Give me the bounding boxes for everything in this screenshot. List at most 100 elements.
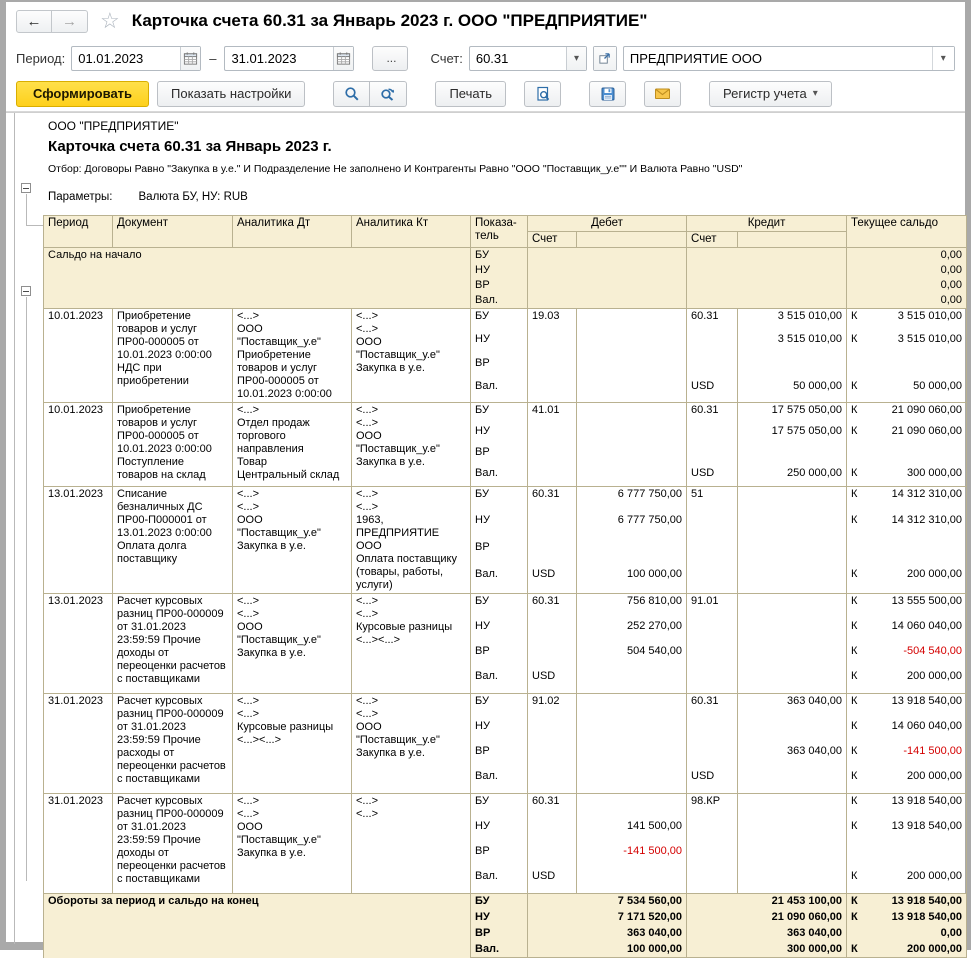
- cell-document[interactable]: Приобретение товаров и услуг ПР00-000005…: [113, 309, 233, 403]
- indicator-cell[interactable]: Вал.: [471, 869, 528, 894]
- back-button[interactable]: ←: [16, 10, 52, 33]
- indicator-cell[interactable]: Вал.: [471, 379, 528, 403]
- cell-saldo[interactable]: К200 000,00: [847, 567, 967, 594]
- cell-debit-account[interactable]: USD: [528, 669, 577, 694]
- cell-analytics-dt[interactable]: <...> <...> ООО "Поставщик_у.е" Закупка …: [233, 594, 352, 694]
- cell-analytics-dt[interactable]: <...> <...> ООО "Поставщик_у.е" Закупка …: [233, 794, 352, 894]
- cell-period[interactable]: 10.01.2023: [44, 309, 113, 403]
- cell-credit-amount[interactable]: [738, 513, 847, 540]
- cell-credit-account[interactable]: 60.31: [687, 694, 738, 719]
- cell-debit-account[interactable]: 41.01: [528, 403, 577, 424]
- indicator-cell[interactable]: ВР: [471, 644, 528, 669]
- indicator-cell[interactable]: БУ: [471, 594, 528, 619]
- cell-saldo[interactable]: К-141 500,00: [847, 744, 967, 769]
- cell-debit-account[interactable]: [528, 819, 577, 844]
- cell-credit-amount[interactable]: [738, 844, 847, 869]
- cell-debit-amount[interactable]: [577, 424, 687, 445]
- cell-debit-amount[interactable]: 756 810,00: [577, 594, 687, 619]
- print-button[interactable]: Печать: [435, 81, 506, 107]
- cell-saldo[interactable]: [847, 540, 967, 567]
- cell-saldo[interactable]: [847, 844, 967, 869]
- cell-saldo[interactable]: К3 515 010,00: [847, 332, 967, 356]
- cell-saldo[interactable]: [847, 445, 967, 466]
- cell-credit-amount[interactable]: [738, 819, 847, 844]
- cell-credit-account[interactable]: 60.31: [687, 309, 738, 333]
- cell-credit-amount[interactable]: [738, 869, 847, 894]
- cell-debit-account[interactable]: 91.02: [528, 694, 577, 719]
- cell-debit-account[interactable]: [528, 332, 577, 356]
- cell-debit-account[interactable]: [528, 769, 577, 794]
- indicator-cell[interactable]: НУ: [471, 513, 528, 540]
- cell-credit-account[interactable]: USD: [687, 379, 738, 403]
- cell-document[interactable]: Расчет курсовых разниц ПР00-000009 от 31…: [113, 594, 233, 694]
- period-more-button[interactable]: ...: [372, 46, 408, 71]
- totals-saldo-cell[interactable]: К13 918 540,00: [847, 910, 967, 926]
- cell-debit-account[interactable]: 19.03: [528, 309, 577, 333]
- cell-debit-account[interactable]: [528, 424, 577, 445]
- indicator-cell[interactable]: Вал.: [471, 567, 528, 594]
- cell-analytics-kt[interactable]: <...> <...> ООО "Поставщик_у.е" Закупка …: [352, 309, 471, 403]
- cell-debit-amount[interactable]: 100 000,00: [577, 567, 687, 594]
- cell-debit-account[interactable]: [528, 356, 577, 380]
- indicator-cell[interactable]: ВР: [471, 744, 528, 769]
- indicator-cell[interactable]: ВР: [471, 926, 528, 942]
- indicator-cell[interactable]: ВР: [471, 540, 528, 567]
- cell-credit-amount[interactable]: [738, 669, 847, 694]
- cell-credit-amount[interactable]: [738, 769, 847, 794]
- cell-debit-amount[interactable]: [577, 466, 687, 487]
- indicator-cell[interactable]: НУ: [471, 819, 528, 844]
- cell-credit-account[interactable]: 51: [687, 487, 738, 514]
- cell-debit-amount[interactable]: [577, 794, 687, 819]
- cell-debit-amount[interactable]: [577, 769, 687, 794]
- cell-credit-account[interactable]: [687, 424, 738, 445]
- cell-saldo[interactable]: К200 000,00: [847, 869, 967, 894]
- totals-saldo-cell[interactable]: 0,00: [847, 926, 967, 942]
- cell-analytics-kt[interactable]: <...> <...> ООО "Поставщик_у.е" Закупка …: [352, 403, 471, 487]
- cell-saldo[interactable]: К13 918 540,00: [847, 694, 967, 719]
- cell-saldo[interactable]: К-504 540,00: [847, 644, 967, 669]
- cell-credit-amount[interactable]: [738, 356, 847, 380]
- opening-credit-cell[interactable]: [687, 248, 847, 309]
- cell-debit-account[interactable]: 60.31: [528, 594, 577, 619]
- calendar-button[interactable]: [180, 47, 200, 70]
- cell-debit-amount[interactable]: [577, 309, 687, 333]
- cell-credit-amount[interactable]: 17 575 050,00: [738, 403, 847, 424]
- indicator-cell[interactable]: Вал.: [471, 669, 528, 694]
- totals-debit-amount[interactable]: 363 040,00: [528, 926, 687, 942]
- cell-saldo[interactable]: К21 090 060,00: [847, 403, 967, 424]
- totals-debit-amount[interactable]: 7 534 560,00: [528, 894, 687, 910]
- cell-analytics-kt[interactable]: <...> <...> 1963, ПРЕДПРИЯТИЕ ООО Оплата…: [352, 487, 471, 594]
- cell-saldo[interactable]: [847, 356, 967, 380]
- cell-debit-amount[interactable]: [577, 445, 687, 466]
- cell-debit-account[interactable]: [528, 844, 577, 869]
- cell-credit-account[interactable]: [687, 719, 738, 744]
- indicator-cell[interactable]: НУ: [471, 910, 528, 926]
- indicator-cell[interactable]: Вал.: [471, 769, 528, 794]
- opening-balance-label[interactable]: Сальдо на начало: [44, 248, 471, 309]
- cell-debit-account[interactable]: [528, 513, 577, 540]
- cell-credit-amount[interactable]: 3 515 010,00: [738, 332, 847, 356]
- indicator-cell[interactable]: БУ: [471, 794, 528, 819]
- totals-credit-amount[interactable]: 363 040,00: [687, 926, 847, 942]
- cell-credit-amount[interactable]: [738, 794, 847, 819]
- cell-credit-amount[interactable]: 17 575 050,00: [738, 424, 847, 445]
- totals-saldo-cell[interactable]: К13 918 540,00: [847, 894, 967, 910]
- cell-saldo[interactable]: К14 312 310,00: [847, 513, 967, 540]
- cell-analytics-kt[interactable]: <...> <...> Курсовые разницы <...><...>: [352, 594, 471, 694]
- indicator-cell[interactable]: ВР: [471, 356, 528, 380]
- cell-document[interactable]: Приобретение товаров и услуг ПР00-000005…: [113, 403, 233, 487]
- search-button[interactable]: [333, 81, 370, 107]
- indicator-cell[interactable]: ВР: [471, 844, 528, 869]
- cell-credit-amount[interactable]: [738, 594, 847, 619]
- opening-debit-cell[interactable]: [528, 248, 687, 309]
- cell-saldo[interactable]: К14 060 040,00: [847, 619, 967, 644]
- cell-credit-amount[interactable]: [738, 719, 847, 744]
- cell-credit-account[interactable]: 98.КР: [687, 794, 738, 819]
- cell-credit-account[interactable]: [687, 356, 738, 380]
- indicator-cell[interactable]: НУ: [471, 263, 528, 278]
- save-button[interactable]: [589, 81, 626, 107]
- totals-credit-amount[interactable]: 21 090 060,00: [687, 910, 847, 926]
- cell-debit-amount[interactable]: 6 777 750,00: [577, 487, 687, 514]
- cell-debit-amount[interactable]: 6 777 750,00: [577, 513, 687, 540]
- cell-credit-account[interactable]: 60.31: [687, 403, 738, 424]
